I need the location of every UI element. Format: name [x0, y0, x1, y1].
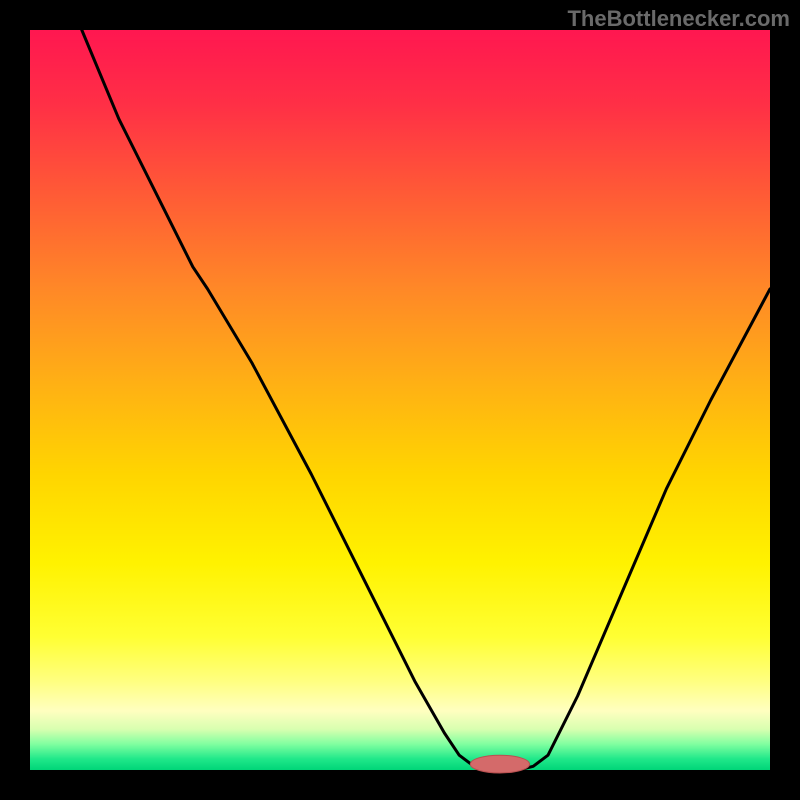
- bottleneck-chart: [0, 0, 800, 800]
- chart-background: [30, 30, 770, 770]
- optimal-marker: [470, 755, 529, 773]
- chart-frame: TheBottlenecker.com: [0, 0, 800, 800]
